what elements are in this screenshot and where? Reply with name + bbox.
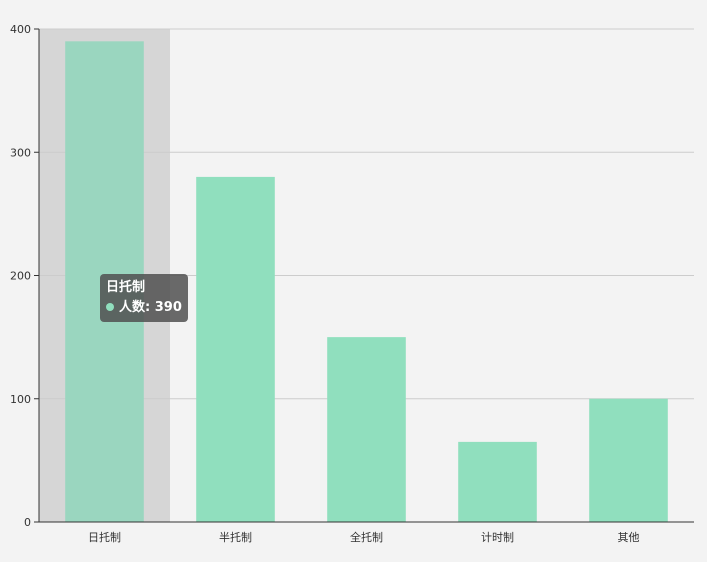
x-tick-label: 全托制 — [350, 530, 383, 544]
y-tick-label: 200 — [10, 270, 31, 283]
y-tick-label: 0 — [24, 516, 31, 529]
tooltip-value-text: 人数: 390 — [119, 300, 182, 315]
tooltip-row: 人数: 390 — [106, 298, 182, 318]
chart-tooltip: 日托制 人数: 390 — [100, 274, 188, 322]
y-tick-label: 400 — [10, 23, 31, 36]
series-marker-icon — [106, 302, 114, 311]
tooltip-title: 日托制 — [106, 280, 146, 295]
bar — [458, 441, 537, 522]
bar — [589, 398, 668, 522]
x-tick-label: 计时制 — [481, 531, 514, 544]
x-tick-label: 半托制 — [219, 530, 252, 544]
y-tick-label: 300 — [10, 146, 31, 159]
bar — [327, 337, 406, 522]
y-tick-label: 100 — [10, 393, 31, 406]
bar — [196, 176, 275, 522]
x-tick-label: 其他 — [618, 531, 640, 544]
x-tick-label: 日托制 — [88, 530, 121, 544]
